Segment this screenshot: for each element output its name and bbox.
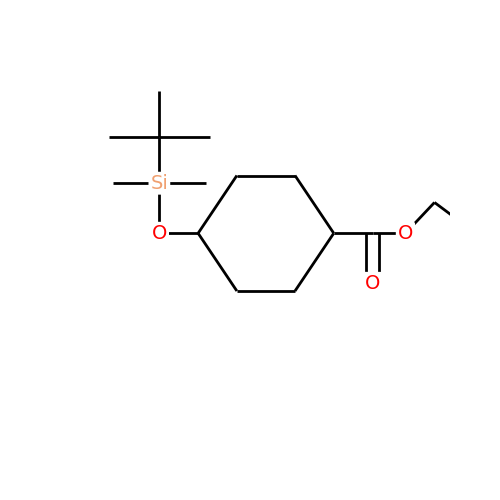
Text: O: O — [152, 224, 167, 243]
Text: Si: Si — [150, 174, 168, 193]
Text: O: O — [365, 274, 380, 293]
Text: O: O — [398, 224, 413, 243]
